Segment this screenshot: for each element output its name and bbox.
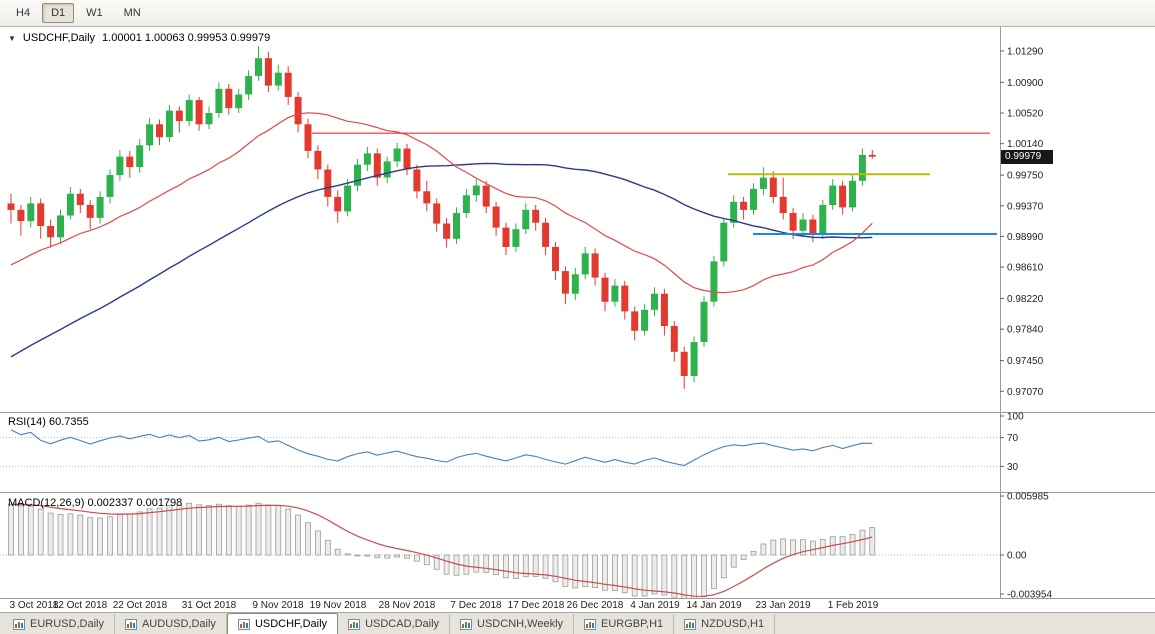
chart-icon: [460, 618, 473, 630]
tab-label: AUDUSD,Daily: [141, 618, 216, 630]
macd-indicator-label: MACD(12,26,9) 0.002337 0.001798: [8, 497, 183, 509]
slow-ma-line: [10, 162, 873, 358]
date-tick-label: 31 Oct 2018: [182, 600, 237, 611]
price-tick-label: 1.00140: [1007, 139, 1044, 150]
rsi-tick-label: 70: [1007, 433, 1019, 444]
price-tick-label: 0.97070: [1007, 387, 1044, 398]
chart-tabbar: EURUSD,Daily AUDUSD,Daily USDCHF,Daily USDC…: [0, 612, 1155, 634]
macd-tick-label: 0.005985: [1007, 492, 1049, 503]
chart-icon: [684, 618, 697, 630]
chart-ohlc-values: 1.00001 1.00063 0.99953 0.99979: [102, 32, 271, 44]
date-tick-label: 22 Oct 2018: [113, 600, 168, 611]
timeframe-button-h4[interactable]: H4: [16, 7, 31, 19]
date-tick-label: 19 Nov 2018: [310, 600, 367, 611]
date-tick-label: 26 Dec 2018: [567, 600, 624, 611]
chart-icon: [237, 618, 250, 630]
timeframe-button-w1[interactable]: W1: [86, 7, 103, 19]
date-tick-label: 23 Jan 2019: [755, 600, 810, 611]
price-tick-label: 0.99750: [1007, 171, 1044, 182]
tab-label: USDCNH,Weekly: [477, 618, 564, 630]
macd-signal-line: [10, 503, 873, 597]
rsi-indicator-label: RSI(14) 60.7355: [8, 416, 89, 428]
date-tick-label: 3 Oct 2018: [10, 600, 59, 611]
timeframe-button-mn[interactable]: MN: [123, 7, 141, 19]
chart-tab-audusd-daily[interactable]: AUDUSD,Daily: [115, 614, 227, 634]
date-tick-label: 14 Jan 2019: [686, 600, 741, 611]
current-price-tag: 0.99979: [1001, 150, 1053, 164]
rsi-line: [10, 429, 873, 467]
date-tick-label: 12 Oct 2018: [53, 600, 108, 611]
price-chart[interactable]: 1.01290 1.00900 1.00520 1.00140 0.99750 0.993…: [0, 27, 1155, 612]
date-tick-label: 7 Dec 2018: [450, 600, 502, 611]
price-tick-label: 0.98610: [1007, 263, 1044, 274]
chart-icon: [13, 618, 25, 630]
macd-histogram: [8, 502, 876, 598]
tab-label: USDCHF,Daily: [254, 618, 328, 630]
chart-symbol-label: USDCHF,Daily: [22, 32, 96, 44]
price-tick-label: 0.97840: [1007, 325, 1044, 336]
price-tick-label: 0.97450: [1007, 356, 1044, 367]
chart-icon: [124, 618, 137, 630]
price-tick-label: 1.00520: [1007, 109, 1044, 120]
tab-label: USDCAD,Daily: [365, 618, 440, 630]
tab-label: EURUSD,Daily: [30, 618, 104, 630]
rsi-tick-label: 100: [1007, 412, 1024, 423]
price-tick-label: 1.01290: [1007, 46, 1044, 57]
macd-tick-label: -0.003954: [1007, 590, 1052, 601]
chart-tab-nzdusd-h1[interactable]: NZDUSD,H1: [674, 614, 776, 634]
rsi-tick-label: 30: [1007, 462, 1019, 473]
symbol-dropdown-icon[interactable]: ▼: [8, 33, 16, 43]
date-tick-label: 1 Feb 2019: [828, 600, 879, 611]
date-tick-label: 4 Jan 2019: [630, 600, 680, 611]
chart-tab-usdcnh-weekly[interactable]: USDCNH,Weekly: [450, 614, 575, 634]
price-tick-label: 0.99370: [1007, 201, 1044, 212]
chart-title: ▼ USDCHF,Daily 1.00001 1.00063 0.99953 0…: [8, 32, 270, 44]
fast-ma-line: [10, 112, 873, 294]
price-tick-label: 0.98220: [1007, 294, 1044, 305]
chart-region: 1.01290 1.00900 1.00520 1.00140 0.99750 0.993…: [0, 27, 1155, 612]
tab-label: EURGBP,H1: [601, 618, 664, 630]
tab-label: NZDUSD,H1: [701, 618, 765, 630]
chart-tab-usdchf-daily[interactable]: USDCHF,Daily: [226, 613, 339, 634]
chart-icon: [584, 618, 597, 630]
timeframe-button-d1[interactable]: D1: [42, 3, 75, 23]
macd-tick-label: 0.00: [1007, 551, 1027, 562]
chart-tab-eurgbp-h1[interactable]: EURGBP,H1: [574, 614, 675, 634]
chart-tab-eurusd-daily[interactable]: EURUSD,Daily: [3, 614, 115, 634]
price-tick-label: 0.98990: [1007, 232, 1044, 243]
date-tick-label: 17 Dec 2018: [508, 600, 565, 611]
date-tick-label: 28 Nov 2018: [379, 600, 436, 611]
chart-icon: [348, 618, 361, 630]
price-tick-label: 1.00900: [1007, 78, 1044, 89]
candles-layer: [7, 46, 876, 389]
chart-tab-usdcad-daily[interactable]: USDCAD,Daily: [338, 614, 451, 634]
date-tick-label: 9 Nov 2018: [252, 600, 304, 611]
timeframe-toolbar: H4 D1 W1 MN: [0, 0, 1155, 27]
